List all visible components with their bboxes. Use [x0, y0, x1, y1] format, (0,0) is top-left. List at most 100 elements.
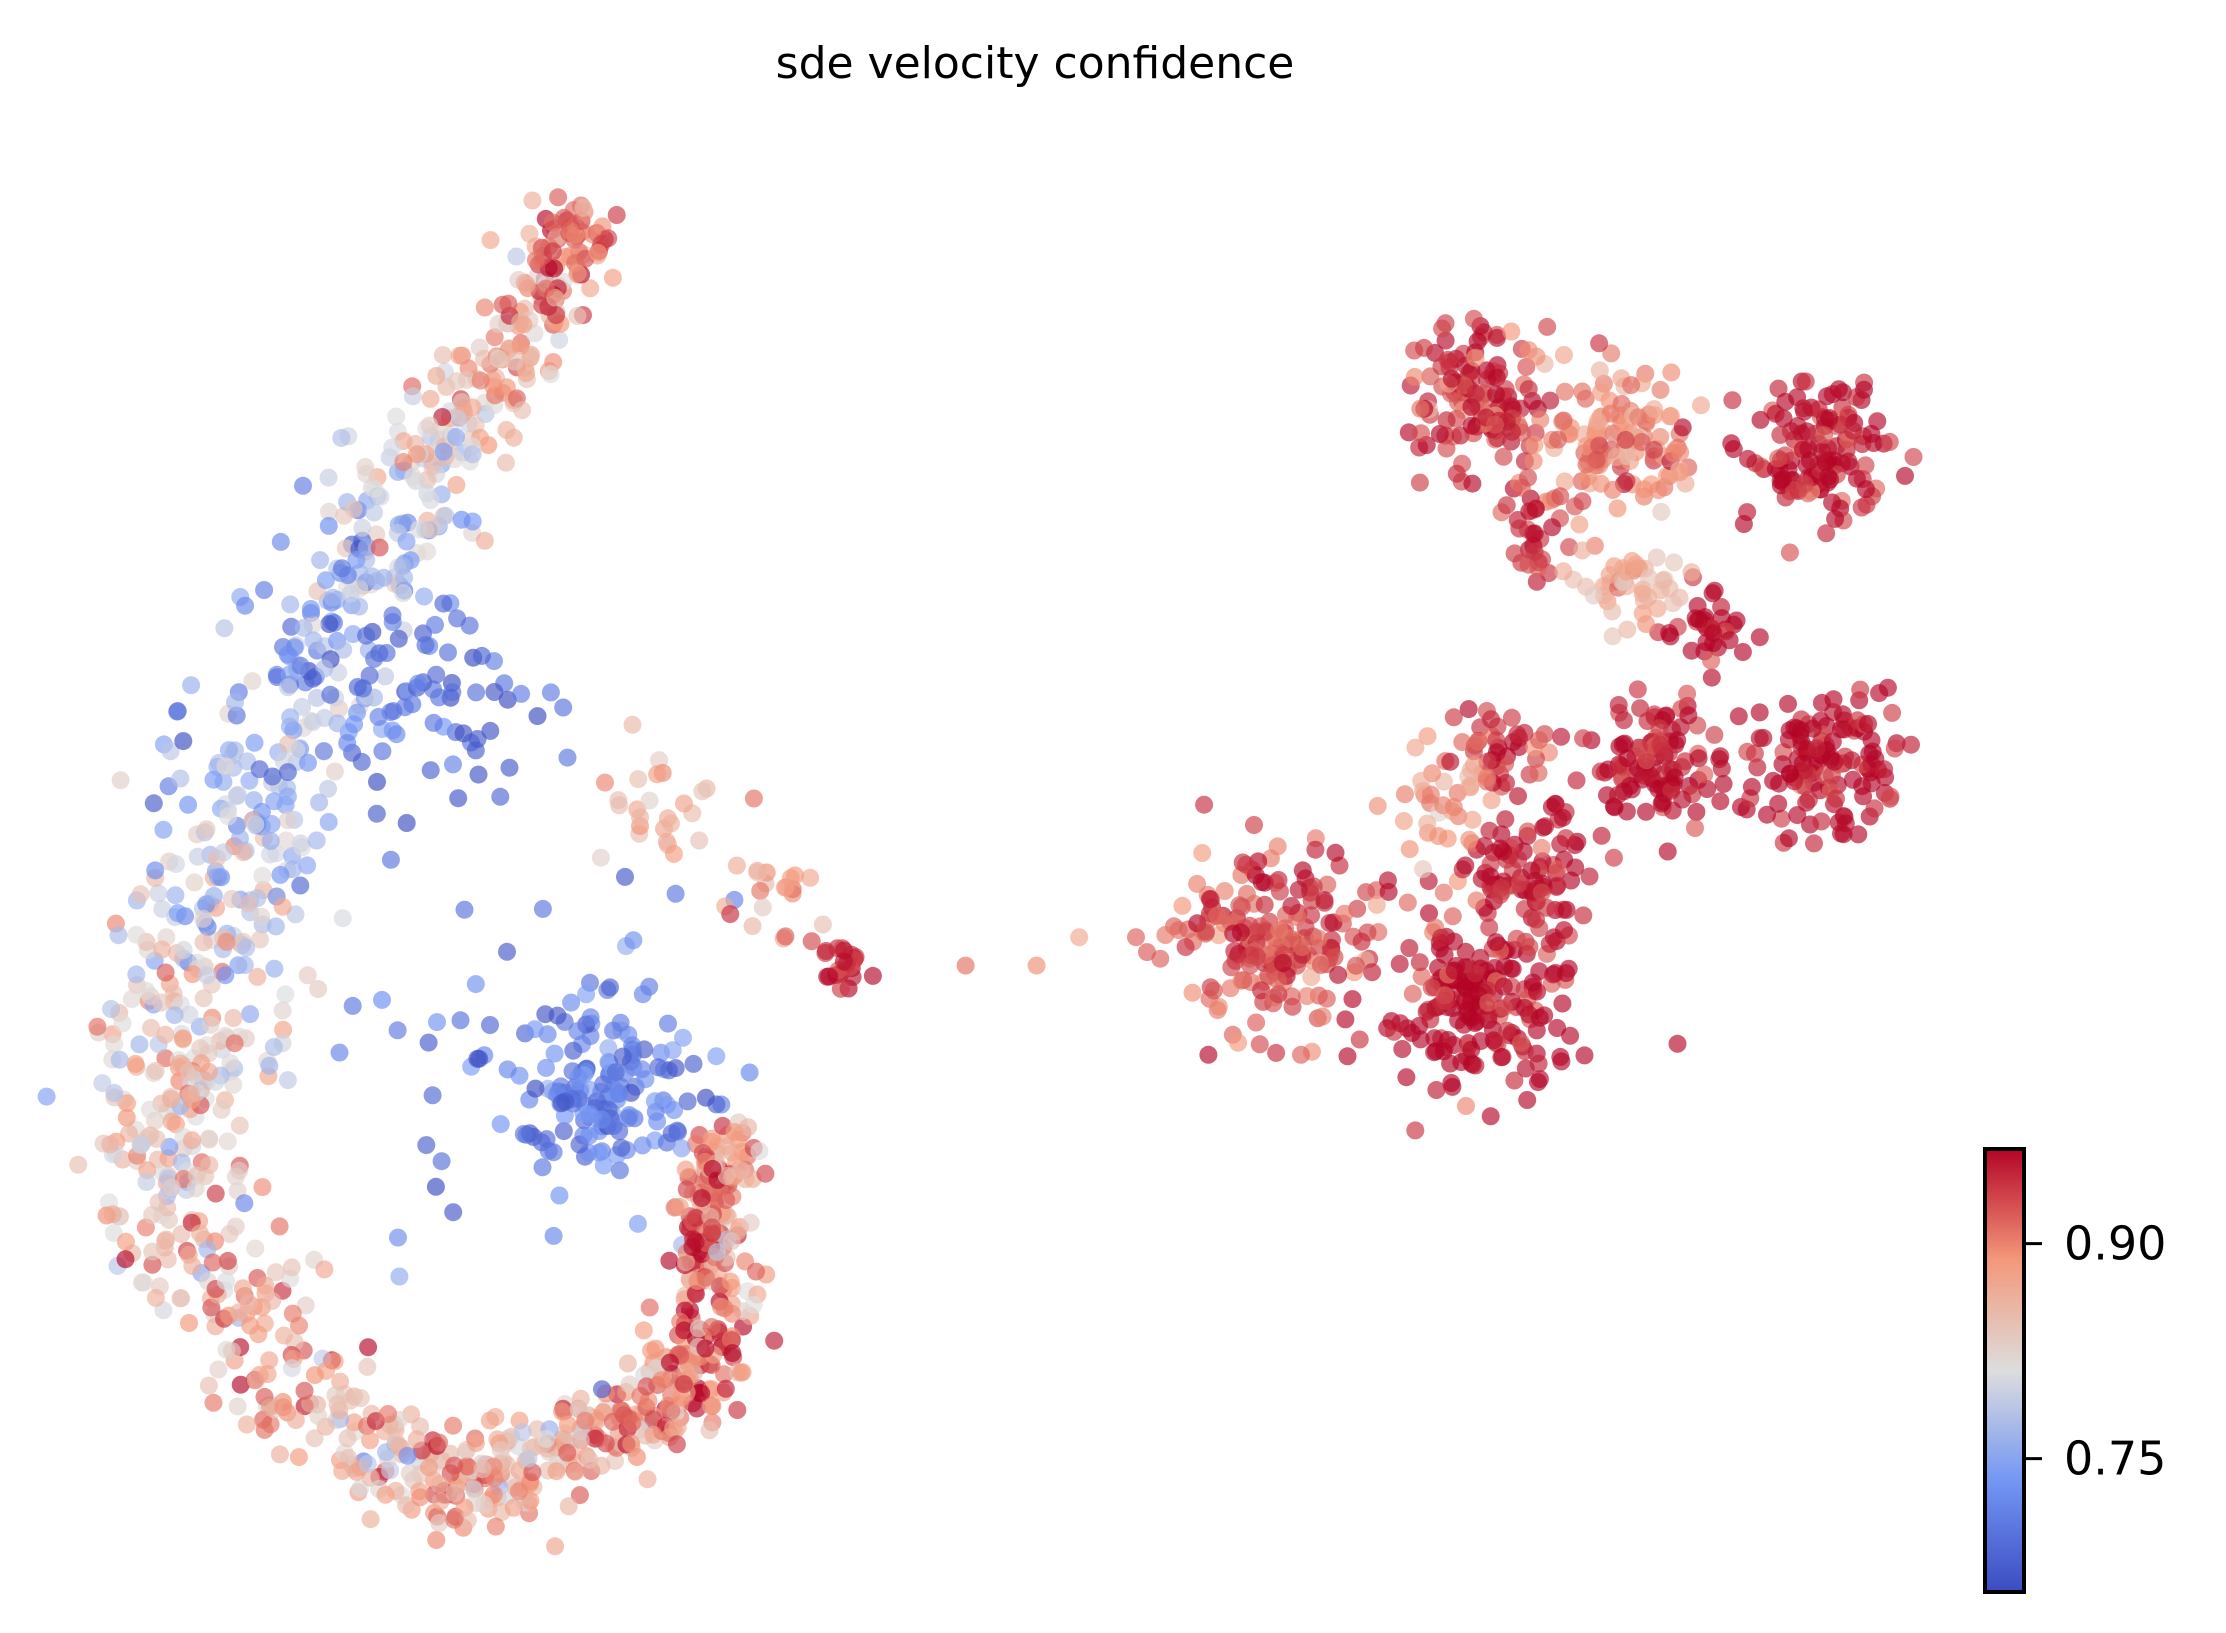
scatter-point [552, 1094, 571, 1113]
scatter-point [236, 596, 255, 615]
scatter-point [334, 640, 353, 659]
scatter-point [1502, 708, 1521, 727]
scatter-point [1739, 449, 1757, 468]
scatter-point [555, 208, 573, 227]
scatter-point [433, 408, 452, 426]
scatter-point [319, 813, 338, 831]
scatter-point [569, 1068, 588, 1087]
scatter-point [554, 1122, 573, 1141]
scatter-point [234, 843, 253, 862]
scatter-point [1604, 848, 1623, 867]
scatter-point [707, 1047, 726, 1066]
scatter-point [660, 1251, 679, 1270]
scatter-point [1577, 455, 1596, 474]
scatter-point [209, 1360, 228, 1379]
scatter-point [1518, 1091, 1537, 1109]
scatter-point [1822, 766, 1841, 785]
scatter-point [1825, 752, 1844, 771]
colorbar-tick-label-1: 0.90 [2064, 1217, 2166, 1271]
scatter-point [282, 1258, 301, 1277]
scatter-point [623, 715, 642, 734]
scatter-point [1491, 886, 1510, 905]
scatter-point [1195, 795, 1214, 814]
scatter-point [439, 643, 457, 662]
scatter-point [271, 865, 290, 884]
scatter-point [376, 667, 395, 686]
scatter-point [1519, 468, 1537, 487]
scatter-point [674, 1028, 692, 1047]
scatter-point [633, 1136, 652, 1155]
scatter-point [507, 247, 526, 266]
scatter-point [715, 1365, 734, 1384]
scatter-point [1297, 987, 1316, 1006]
scatter-point [183, 965, 202, 984]
scatter-point [387, 725, 406, 744]
scatter-point [514, 1125, 533, 1143]
scatter-point [731, 1161, 750, 1180]
scatter-point [513, 401, 532, 420]
scatter-point [1414, 860, 1432, 879]
scatter-point [1609, 696, 1628, 714]
scatter-point [281, 708, 300, 727]
scatter-point [485, 683, 504, 701]
scatter-point [1363, 963, 1382, 982]
scatter-point [739, 1118, 758, 1137]
scatter-point [1796, 372, 1815, 391]
scatter-point [278, 763, 297, 782]
scatter-point [1323, 930, 1341, 949]
scatter-point [637, 1377, 656, 1396]
scatter-point [1616, 430, 1635, 449]
scatter-point [407, 1430, 426, 1449]
scatter-point [1430, 425, 1449, 443]
scatter-point [1509, 850, 1528, 869]
scatter-point [537, 1429, 556, 1448]
scatter-point [204, 886, 223, 905]
scatter-point [674, 1375, 693, 1394]
scatter-point [390, 1267, 409, 1286]
scatter-point [1820, 409, 1839, 428]
scatter-point [379, 1405, 397, 1423]
scatter-point [1444, 708, 1463, 727]
scatter-point [304, 631, 323, 650]
scatter-point [629, 770, 648, 789]
scatter-point [1478, 768, 1496, 787]
scatter-point [1687, 802, 1706, 821]
scatter-point [677, 1180, 696, 1199]
scatter-point [817, 942, 835, 960]
scatter-point [358, 1454, 377, 1473]
scatter-point [328, 1395, 347, 1414]
scatter-point [156, 1049, 175, 1068]
scatter-point [1711, 792, 1730, 811]
scatter-point [237, 1415, 256, 1434]
scatter-point [1486, 415, 1504, 434]
scatter-point [622, 1434, 641, 1453]
scatter-point [256, 1276, 275, 1295]
scatter-point [1704, 624, 1723, 643]
scatter-point [1833, 705, 1852, 724]
scatter-point [430, 1433, 449, 1452]
scatter-point [204, 1393, 223, 1412]
scatter-point [1456, 942, 1475, 961]
scatter-point [1637, 751, 1656, 770]
scatter-point [703, 1159, 722, 1178]
scatter-point [632, 1060, 651, 1079]
scatter-point [1433, 319, 1452, 338]
scatter-point [1270, 920, 1289, 939]
scatter-point [1427, 1081, 1446, 1099]
scatter-point [663, 1041, 682, 1060]
scatter-point [568, 307, 587, 325]
scatter-point [1215, 882, 1234, 900]
scatter-point [718, 1137, 736, 1156]
scatter-point [303, 669, 322, 688]
scatter-point [1441, 752, 1460, 771]
scatter-point [134, 1273, 153, 1292]
scatter-point [703, 1396, 722, 1415]
scatter-point [1406, 1121, 1425, 1140]
scatter-point [200, 1156, 219, 1174]
scatter-point [1465, 1014, 1484, 1032]
scatter-point [1792, 721, 1811, 740]
scatter-point [802, 932, 821, 951]
scatter-point [102, 1000, 121, 1018]
scatter-point [1703, 584, 1722, 603]
scatter-point [231, 829, 249, 848]
